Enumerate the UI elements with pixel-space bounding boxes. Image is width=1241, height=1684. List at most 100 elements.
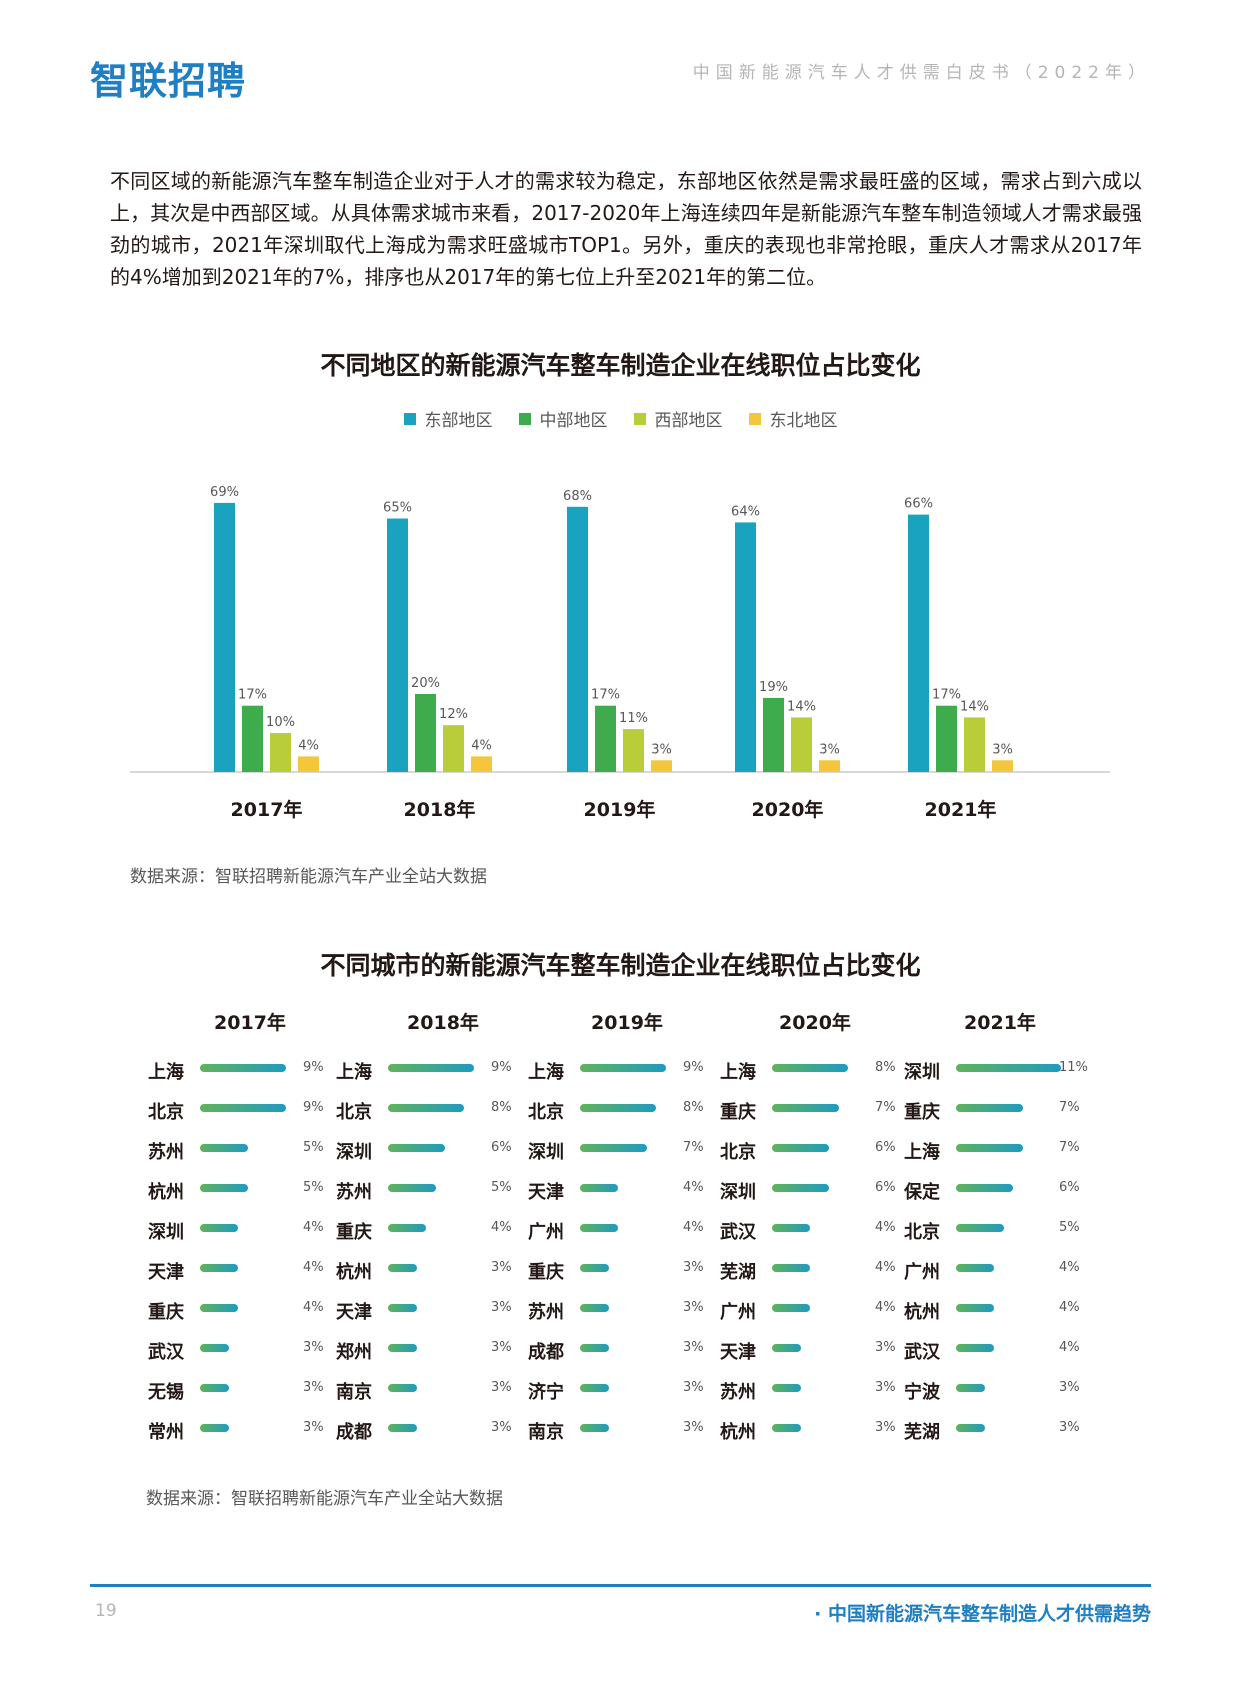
city-bar — [580, 1104, 656, 1112]
city-value: 3% — [875, 1380, 896, 1395]
bar-value-label: 3% — [819, 742, 840, 757]
city-value: 4% — [491, 1220, 512, 1235]
intro-paragraph: 不同区域的新能源汽车整车制造企业对于人才的需求较为稳定，东部地区依然是需求最旺盛… — [110, 169, 1142, 289]
city-value: 3% — [875, 1340, 896, 1355]
city-bar — [388, 1304, 417, 1312]
city-name: 杭州 — [148, 1182, 184, 1203]
bar — [242, 705, 263, 772]
legend-label: 中部地区 — [539, 411, 608, 431]
bar-value-label: 3% — [651, 742, 672, 757]
bar — [443, 725, 464, 772]
city-bar — [580, 1384, 609, 1392]
city-name: 深圳 — [720, 1182, 756, 1203]
city-value: 3% — [303, 1340, 324, 1355]
city-value: 6% — [875, 1140, 896, 1155]
city-bar — [772, 1344, 801, 1352]
ranking-row: 杭州 3% — [720, 1418, 900, 1443]
bar-value-label: 69% — [210, 485, 239, 500]
ranking-row: 上海 7% — [904, 1138, 1084, 1163]
city-value: 4% — [1059, 1260, 1080, 1275]
city-value: 9% — [491, 1060, 512, 1075]
city-name: 芜湖 — [720, 1262, 756, 1283]
city-name: 天津 — [148, 1262, 184, 1283]
city-value: 4% — [303, 1220, 324, 1235]
bar-value-label: 3% — [992, 742, 1013, 757]
city-name: 芜湖 — [904, 1422, 940, 1443]
city-name: 重庆 — [720, 1102, 756, 1123]
city-name: 北京 — [904, 1222, 940, 1243]
city-value: 4% — [683, 1180, 704, 1195]
bar-value-label: 64% — [731, 504, 760, 519]
footer-divider — [90, 1584, 1151, 1587]
city-value: 8% — [875, 1060, 896, 1075]
city-value: 6% — [875, 1180, 896, 1195]
city-value: 3% — [1059, 1380, 1080, 1395]
city-name: 保定 — [904, 1182, 940, 1203]
city-bar — [772, 1184, 829, 1192]
city-value: 6% — [1059, 1180, 1080, 1195]
ranking-row: 南京 3% — [336, 1378, 516, 1403]
ranking-row: 深圳 11% — [904, 1058, 1088, 1083]
bar — [298, 756, 319, 772]
bar — [791, 717, 812, 772]
city-name: 北京 — [528, 1102, 564, 1123]
city-bar — [200, 1384, 229, 1392]
bar — [735, 522, 756, 772]
ranking-row: 天津 3% — [336, 1298, 516, 1323]
city-bar — [580, 1144, 647, 1152]
bar-value-label: 11% — [619, 711, 648, 726]
city-name: 天津 — [720, 1342, 756, 1363]
city-bar — [388, 1264, 417, 1272]
bar-value-label: 14% — [787, 699, 816, 714]
ranking-row: 广州 4% — [720, 1298, 900, 1323]
city-bar — [956, 1224, 1004, 1232]
city-value: 3% — [491, 1300, 512, 1315]
region-chart-title: 不同地区的新能源汽车整车制造企业在线职位占比变化 — [320, 351, 921, 380]
ranking-row: 苏州 5% — [148, 1138, 328, 1163]
city-name: 重庆 — [528, 1262, 564, 1283]
source-note-2: 数据来源：智联招聘新能源汽车产业全站大数据 — [146, 1489, 503, 1509]
city-value: 4% — [1059, 1300, 1080, 1315]
bar — [270, 733, 291, 772]
bar-value-label: 66% — [904, 497, 933, 512]
city-name: 上海 — [336, 1062, 372, 1083]
region-chart-legend: 东部地区 中部地区 西部地区 东北地区 — [0, 406, 1241, 431]
bar-value-label: 17% — [932, 688, 961, 703]
city-name: 北京 — [720, 1142, 756, 1163]
city-value: 4% — [303, 1260, 324, 1275]
ranking-row: 武汉 4% — [720, 1218, 900, 1243]
ranking-row: 芜湖 4% — [720, 1258, 900, 1283]
city-name: 深圳 — [336, 1142, 372, 1163]
city-name: 杭州 — [720, 1422, 756, 1443]
bar — [936, 705, 957, 772]
ranking-row: 深圳 7% — [528, 1138, 708, 1163]
ranking-row: 重庆 4% — [336, 1218, 516, 1243]
city-bar — [956, 1264, 994, 1272]
ranking-row: 济宁 3% — [528, 1378, 708, 1403]
city-bar — [388, 1144, 445, 1152]
ranking-row: 芜湖 3% — [904, 1418, 1084, 1443]
city-value: 7% — [1059, 1100, 1080, 1115]
city-name: 重庆 — [336, 1222, 372, 1243]
bar-value-label: 4% — [298, 738, 319, 753]
ranking-row: 苏州 3% — [720, 1378, 900, 1403]
city-bar — [772, 1304, 810, 1312]
city-bar — [200, 1064, 286, 1072]
ranking-row: 苏州 5% — [336, 1178, 516, 1203]
city-bar — [388, 1424, 417, 1432]
city-value: 11% — [1059, 1060, 1088, 1075]
city-bar — [200, 1344, 229, 1352]
bar — [651, 760, 672, 772]
legend-item-west: 西部地区 — [633, 406, 723, 431]
city-value: 3% — [683, 1300, 704, 1315]
ranking-row: 杭州 5% — [148, 1178, 328, 1203]
city-name: 天津 — [336, 1302, 372, 1323]
ranking-row: 杭州 3% — [336, 1258, 516, 1283]
ranking-row: 天津 4% — [148, 1258, 328, 1283]
city-name: 常州 — [148, 1422, 184, 1443]
ranking-row: 南京 3% — [528, 1418, 708, 1443]
legend-swatch — [403, 412, 416, 425]
legend-label: 东部地区 — [424, 411, 493, 431]
ranking-row: 广州 4% — [528, 1218, 708, 1243]
city-name: 杭州 — [904, 1302, 940, 1323]
